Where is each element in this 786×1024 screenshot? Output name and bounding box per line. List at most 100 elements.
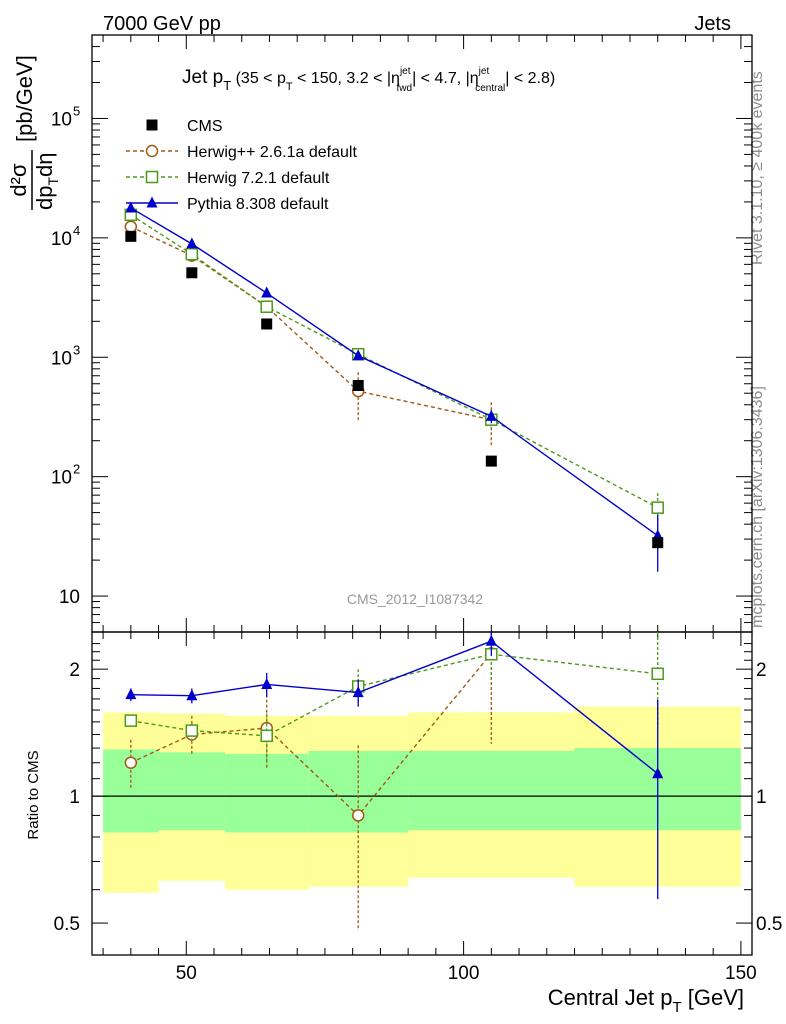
x-tick-label-150: 150 xyxy=(725,963,757,984)
x-tick-label-50: 50 xyxy=(176,963,197,984)
title-sub-fwd: fwd xyxy=(397,83,413,94)
ratio-y-axis-label: Ratio to CMS xyxy=(25,750,42,839)
y-tick-label-10000: 10 xyxy=(51,229,72,250)
plot-frames xyxy=(91,34,753,956)
x-tick-label-100: 100 xyxy=(448,963,480,984)
series-0-point-3 xyxy=(352,380,364,392)
legend-label-3: Pythia 8.308 default xyxy=(187,196,329,213)
series-1-line xyxy=(130,226,492,421)
title-sup-jet1: jet xyxy=(399,66,411,77)
title-sub-t: T xyxy=(286,81,293,93)
y-tick-label-100: 10 xyxy=(51,468,72,489)
title-sub-central: central xyxy=(475,83,505,94)
y-tick-exp-10000: 4 xyxy=(73,223,80,238)
series-0-point-2 xyxy=(261,318,273,330)
series-2-ratio-point-2 xyxy=(260,729,273,743)
ratio-tick-label-l-2: 2 xyxy=(69,660,80,681)
y-axis-label-numerator: d²σ xyxy=(6,163,31,197)
series-1-point-0 xyxy=(124,220,138,233)
x-axis-label-unit: [GeV] xyxy=(682,985,744,1010)
series-3-point-1 xyxy=(186,237,198,249)
ratio-tick-label-l-1: 1 xyxy=(69,787,80,808)
series-3-point-4 xyxy=(485,409,497,421)
legend-marker-3 xyxy=(146,196,158,208)
y-axis-label-dp-sub: T xyxy=(45,177,61,186)
title-mid1: < 150, 3.2 < |η xyxy=(293,70,400,87)
series-3-ratio-point-5 xyxy=(652,767,664,779)
series-2-ratio-point-1 xyxy=(185,724,199,737)
legend-marker-2 xyxy=(145,170,159,184)
y-tick-exp-100: 2 xyxy=(73,462,80,477)
series-2-ratio-point-0 xyxy=(124,714,138,727)
legend: CMS Herwig++ 2.6.1a default Herwig 7.2.1 d… xyxy=(126,118,357,213)
y-axis-label-dp: dp xyxy=(32,186,57,210)
series-2-line xyxy=(130,214,659,509)
series-3-line xyxy=(130,207,659,537)
series-0-point-5 xyxy=(652,537,664,549)
y-axis-label-unit: [pb/GeV] xyxy=(12,55,37,142)
y-tick-label-1000: 10 xyxy=(51,348,72,369)
side-text-rivet: Rivet 3.1.10, ≥ 400k events xyxy=(749,71,766,265)
series-3-ratio-point-0 xyxy=(125,688,137,700)
title-main: Jet p xyxy=(182,67,223,88)
y-tick-label-10: 10 xyxy=(59,587,80,608)
series-3 xyxy=(125,201,664,900)
series-1-ratio-point-0 xyxy=(124,756,138,769)
series-2-point-5 xyxy=(651,501,664,514)
legend-label-0: CMS xyxy=(187,118,223,135)
legend-marker-1 xyxy=(145,144,159,158)
band-inner-4 xyxy=(408,750,575,831)
band-inner-1 xyxy=(158,752,226,831)
y-tick-label-100000: 10 xyxy=(51,109,72,130)
series-3-point-0 xyxy=(125,201,137,213)
y-axis-label-denominator: dpTdη xyxy=(32,152,61,210)
legend-label-2: Herwig 7.2.1 default xyxy=(187,170,330,187)
series-2-ratio-line xyxy=(130,653,658,737)
series-3-ratio-point-3 xyxy=(352,686,364,698)
series-0-point-0 xyxy=(125,230,137,242)
title-sup-jet2: jet xyxy=(478,66,490,77)
x-axis-label-sub: T xyxy=(672,999,681,1016)
legend-item-3: Pythia 8.308 default xyxy=(126,196,329,213)
series-0-point-1 xyxy=(186,267,198,279)
plot-title: Jet pT (35 < pT < 150, 3.2 < |ηjet fwd| <… xyxy=(182,66,555,94)
series-3-point-3 xyxy=(352,349,364,361)
analysis-watermark: CMS_2012_I1087342 xyxy=(347,591,483,607)
title-mid2: | < 4.7, |η xyxy=(412,70,479,87)
ratio-tick-label-r-1: 1 xyxy=(756,787,767,808)
series-2-point-2 xyxy=(260,300,273,313)
y-tick-exp-100000: 5 xyxy=(73,103,80,118)
series-0-point-4 xyxy=(485,455,497,467)
legend-item-0: CMS xyxy=(146,118,223,135)
title-main-sub: T xyxy=(223,78,231,93)
ratio-tick-label-r-2: 2 xyxy=(756,660,767,681)
series-0 xyxy=(125,230,664,549)
series-3-ratio-point-1 xyxy=(186,689,198,701)
series-3-ratio-line xyxy=(130,640,659,775)
series-3-point-2 xyxy=(261,286,273,298)
x-axis-label-main: Central Jet p xyxy=(548,985,673,1010)
series-3-ratio-point-2 xyxy=(261,677,273,689)
legend-marker-0 xyxy=(146,119,158,131)
series-2-ratio-point-5 xyxy=(651,667,664,681)
title-open: (35 < p xyxy=(231,70,286,87)
series-1-ratio-point-3 xyxy=(351,809,365,822)
header-collision-label: 7000 GeV pp xyxy=(103,13,221,35)
x-axis-label: Central Jet pT [GeV] xyxy=(548,985,744,1016)
ratio-tick-label-r-0.5: 0.5 xyxy=(756,914,782,935)
y-tick-exp-1000: 3 xyxy=(73,342,80,357)
header-category-label: Jets xyxy=(694,13,731,35)
series-2-point-1 xyxy=(185,247,199,261)
ratio-tick-label-l-0.5: 0.5 xyxy=(54,914,80,935)
side-text-mcplots: mcplots.cern.ch [arXiv:1306.3436] xyxy=(749,386,766,628)
ratio-plot-frame xyxy=(91,631,753,956)
axis-ticks xyxy=(92,34,752,955)
series-3-ratio-point-4 xyxy=(485,634,497,646)
legend-item-2: Herwig 7.2.1 default xyxy=(126,170,330,187)
y-axis-label-deta: dη xyxy=(32,152,57,176)
legend-label-1: Herwig++ 2.6.1a default xyxy=(187,144,357,161)
title-close: | < 2.8) xyxy=(505,70,555,87)
